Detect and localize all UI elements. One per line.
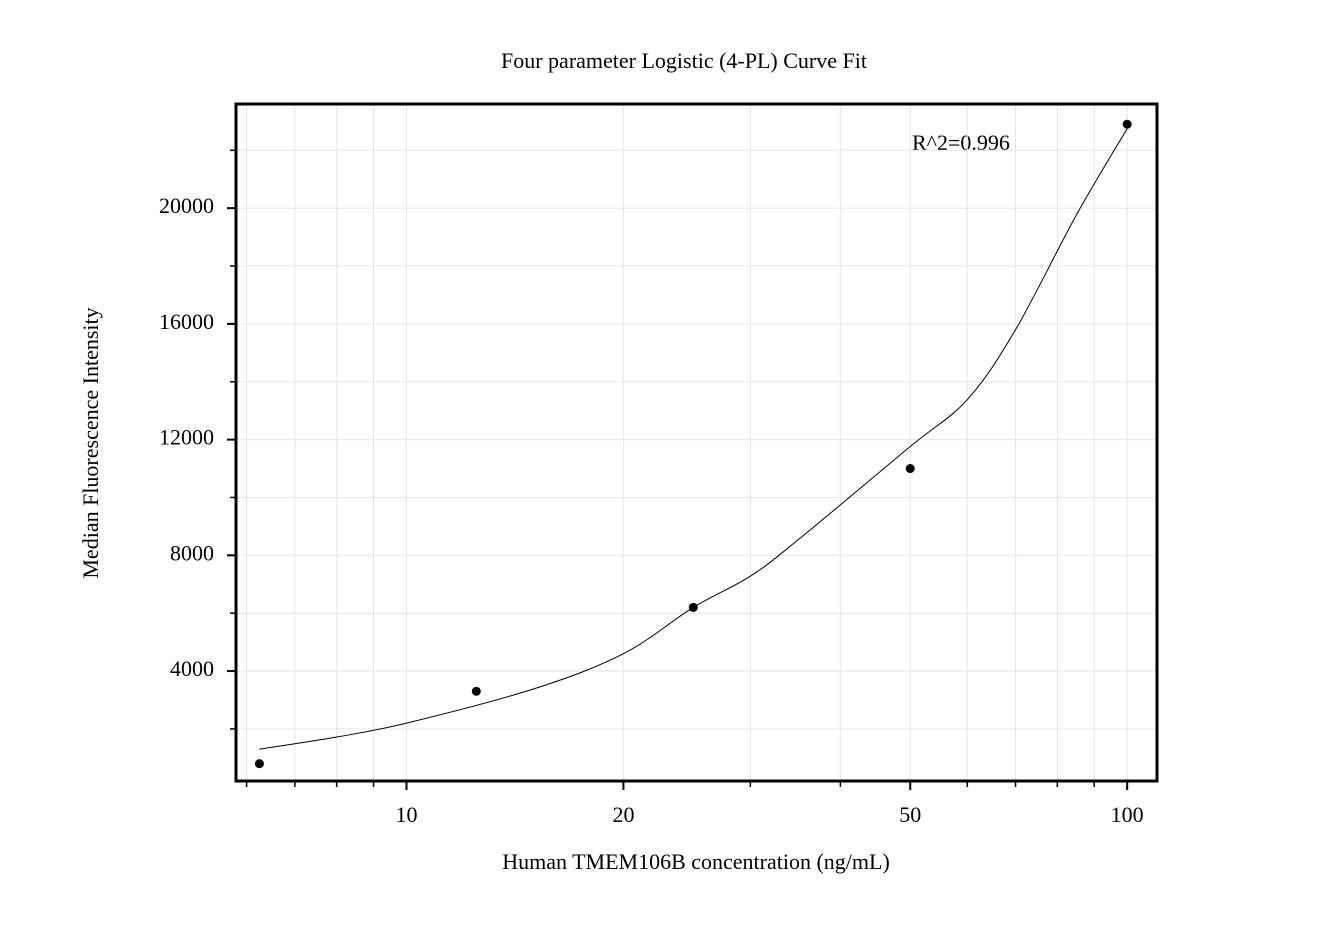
- x-tick-label: 100: [1111, 802, 1144, 827]
- annotation: R^2=0.996: [912, 130, 1010, 155]
- y-tick-label: 4000: [170, 656, 214, 681]
- chart-title: Four parameter Logistic (4-PL) Curve Fit: [501, 48, 867, 73]
- y-tick-label: 8000: [170, 540, 214, 565]
- data-point: [1122, 119, 1132, 129]
- x-tick-label: 50: [899, 802, 921, 827]
- data-point: [254, 759, 264, 769]
- x-tick-label: 20: [612, 802, 634, 827]
- fit-curve: [259, 128, 1128, 750]
- y-tick-label: 12000: [159, 425, 214, 450]
- y-tick-label: 20000: [159, 193, 214, 218]
- data-point: [905, 464, 915, 474]
- x-axis-title: Human TMEM106B concentration (ng/mL): [502, 849, 890, 874]
- x-tick-label: 10: [395, 802, 417, 827]
- y-axis-title: Median Fluorescence Intensity: [78, 307, 103, 578]
- y-tick-label: 16000: [159, 309, 214, 334]
- plot-frame: [234, 102, 1159, 783]
- data-point: [471, 686, 481, 696]
